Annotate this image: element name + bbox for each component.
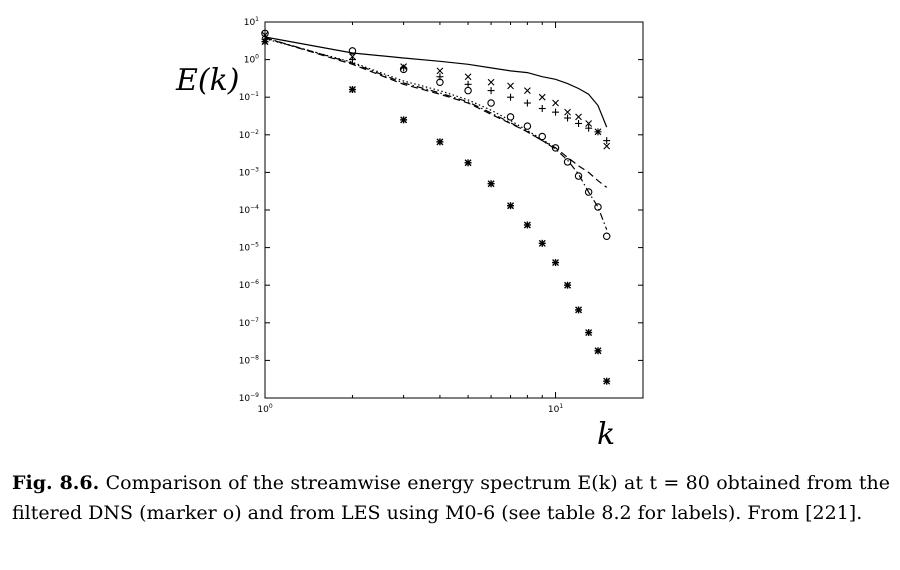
plot-frame [264, 21, 644, 399]
y-tick-label: 10−4 [239, 204, 259, 216]
data-point-plus [564, 114, 572, 122]
data-point-x [564, 108, 571, 116]
data-point-plus [585, 124, 593, 132]
y-tick-label: 10−1 [239, 91, 259, 103]
y-tick-label: 10−6 [239, 279, 259, 291]
data-point-o [348, 47, 357, 55]
data-point-plus [538, 105, 546, 113]
data-point-star [538, 239, 546, 247]
data-point-plus [507, 93, 515, 101]
data-point-star [564, 281, 572, 289]
y-tick-label: 10−9 [239, 392, 259, 404]
x-axis-label: k [597, 417, 615, 452]
y-tick-label: 10−2 [239, 129, 259, 141]
data-point-o [487, 99, 495, 107]
data-point-x [523, 87, 531, 94]
data-point-x [538, 93, 546, 101]
data-point-plus [487, 87, 495, 95]
x-tick-label: 100 [257, 403, 272, 415]
data-point-o [563, 158, 572, 166]
data-point-plus [400, 64, 408, 72]
data-point-star [594, 347, 602, 355]
data-point-plus [464, 80, 472, 88]
data-point-plus [603, 137, 611, 145]
data-point-o [464, 86, 472, 95]
data-point-o [506, 113, 515, 121]
data-point-o [574, 172, 583, 180]
data-point-star [523, 221, 531, 229]
figure-caption: Fig. 8.6. Comparison of the streamwise e… [12, 468, 890, 528]
series-dotted-line [264, 38, 556, 149]
data-point-star [585, 329, 593, 337]
y-tick-label: 10−7 [239, 317, 259, 329]
data-point-x [585, 120, 593, 127]
axes: 10−9 10−8 10−7 10−6 10−5 10−4 10−3 10−2 10−1 100 1… [239, 16, 644, 415]
data-point-star [400, 116, 408, 124]
data-point-star [507, 202, 515, 210]
data-point-star [436, 138, 444, 146]
data-point-star [552, 259, 560, 267]
data-point-x [552, 99, 559, 107]
data-point-star [464, 159, 472, 167]
data-point-x [603, 142, 611, 150]
data-point-star [603, 377, 611, 385]
y-tick-label: 10−5 [239, 242, 259, 254]
energy-spectrum-chart: 10−9 10−8 10−7 10−6 10−5 10−4 10−3 10−2 10−1 100 1… [175, 16, 644, 452]
data-point-plus [594, 128, 602, 136]
data-point-o [584, 188, 593, 196]
data-point-o [602, 232, 611, 241]
data-point-star [348, 86, 356, 94]
data-point-plus [436, 73, 444, 81]
data-point-plus [348, 56, 356, 64]
data-point-star [261, 38, 269, 46]
data-point-star [487, 180, 495, 188]
y-axis-label: E(k) [175, 63, 240, 98]
data-point-o [538, 132, 546, 141]
data-point-plus [552, 108, 560, 116]
data-point-o [551, 144, 560, 152]
data-point-o [594, 203, 602, 211]
data-point-plus [575, 119, 583, 127]
data-point-x [575, 113, 582, 121]
caption-text: Comparison of the streamwise energy spec… [12, 472, 890, 524]
data-point-o [523, 122, 532, 130]
figure-label: Fig. 8.6. [12, 472, 100, 494]
data-point-x [464, 73, 472, 81]
series-solid-line [264, 36, 608, 128]
y-tick-label: 101 [244, 16, 259, 28]
data-point-x [507, 82, 514, 90]
y-tick-label: 10−3 [239, 166, 259, 178]
data-point-star [575, 306, 583, 314]
series-dash-dot-line [264, 37, 608, 230]
y-tick-label: 100 [244, 54, 259, 66]
series-layer [261, 29, 611, 385]
y-tick-label: 10−8 [239, 354, 259, 366]
data-point-plus [523, 99, 531, 107]
data-point-x [436, 67, 444, 75]
data-point-x [261, 31, 269, 39]
x-tick-label: 101 [548, 403, 563, 415]
data-point-x [487, 78, 495, 86]
